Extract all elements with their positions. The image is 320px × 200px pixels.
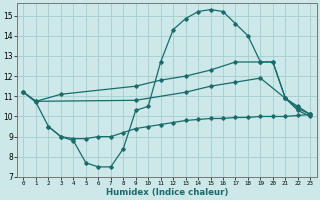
- X-axis label: Humidex (Indice chaleur): Humidex (Indice chaleur): [106, 188, 228, 197]
